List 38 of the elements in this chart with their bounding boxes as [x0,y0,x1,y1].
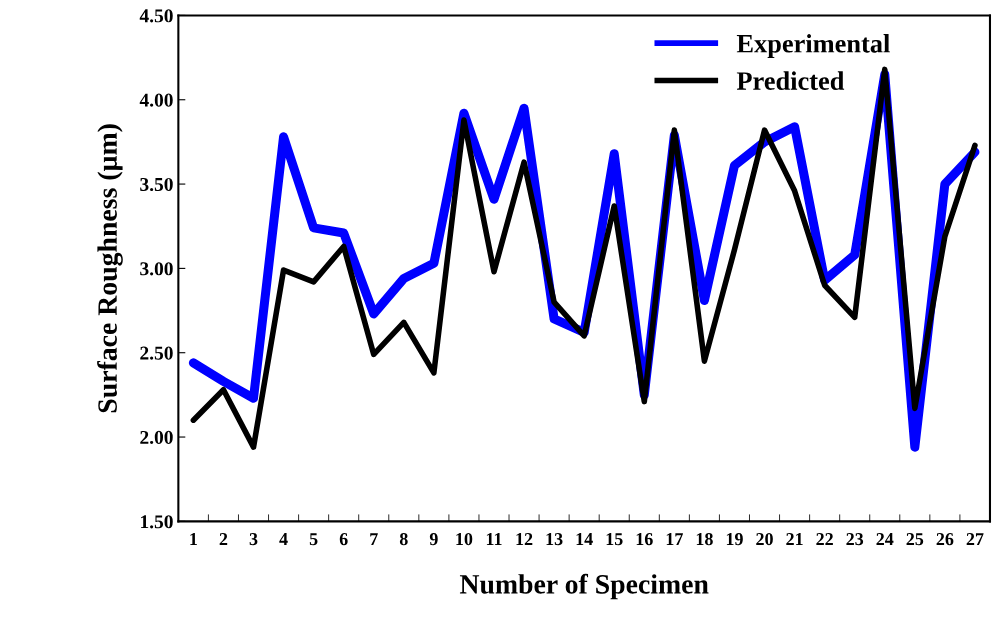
x-tick-label: 1 [190,533,197,546]
x-tick-label: 6 [339,533,348,546]
y-axis-title: Surface Roughness (µm) [97,124,123,413]
y-tick-label: 2.50 [140,346,173,360]
x-tick-label: 21 [786,533,803,546]
x-tick-label: 4 [279,533,288,546]
x-tick-label: 20 [756,533,773,546]
y-tick-label: 1.50 [141,515,173,529]
x-tick-label: 10 [456,533,473,546]
x-tick-label: 8 [399,533,408,546]
x-tick-label: 17 [666,533,683,546]
x-tick-label: 22 [816,533,833,546]
x-tick-label: 27 [966,533,984,546]
x-tick-label: 7 [370,533,378,546]
x-tick-label: 9 [429,533,438,546]
x-tick-label: 5 [309,533,318,546]
legend-label: Predicted [736,71,845,90]
x-tick-label: 18 [696,533,713,546]
x-tick-label: 11 [486,533,502,546]
x-tick-label: 23 [846,533,864,546]
x-tick-label: 16 [636,533,653,546]
x-tick-label: 2 [219,533,228,546]
y-tick-label: 3.50 [140,177,173,192]
x-tick-label: 12 [516,533,533,546]
x-tick-label: 15 [606,533,623,546]
x-tick-label: 14 [576,533,593,546]
x-tick-label: 24 [876,533,894,546]
x-tick-label: 19 [726,533,743,546]
y-tick-label: 3.00 [140,262,173,276]
x-tick-label: 13 [546,533,563,546]
x-tick-label: 26 [936,533,954,546]
legend-label: Experimental [736,34,890,58]
y-tick-label: 2.00 [140,430,173,445]
y-tick-label: 4.50 [139,9,173,23]
y-tick-label: 4.00 [139,93,173,107]
x-tick-label: 3 [249,533,258,546]
x-tick-label: 25 [906,533,924,546]
x-axis-title: Number of Specimen [459,573,709,600]
